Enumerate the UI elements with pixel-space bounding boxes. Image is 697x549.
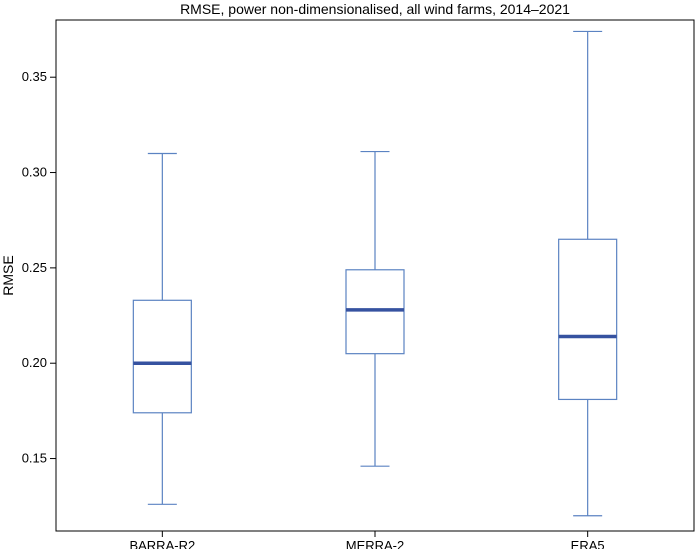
y-tick-label: 0.25	[22, 260, 47, 275]
y-axis: 0.15 0.20 0.25 0.30 0.35	[22, 69, 56, 466]
box-era5	[558, 30, 618, 517]
x-tick-label: MERRA-2	[346, 538, 405, 549]
y-tick-label: 0.20	[22, 355, 47, 370]
box-merra-2	[345, 150, 405, 467]
chart-title: RMSE, power non-dimensionalised, all win…	[180, 1, 570, 17]
boxes-group	[132, 30, 618, 517]
x-tick-label: BARRA-R2	[129, 538, 195, 549]
y-tick-label: 0.15	[22, 451, 47, 466]
x-axis: BARRA-R2 MERRA-2 ERA5	[129, 531, 605, 549]
box-barra-r2	[132, 152, 192, 505]
iqr-box	[345, 269, 405, 355]
y-tick-label: 0.30	[22, 165, 47, 180]
iqr-box	[132, 299, 192, 414]
y-axis-label: RMSE	[0, 255, 16, 295]
x-tick-label: ERA5	[571, 538, 605, 549]
iqr-box	[558, 238, 618, 401]
y-tick-label: 0.35	[22, 69, 47, 84]
